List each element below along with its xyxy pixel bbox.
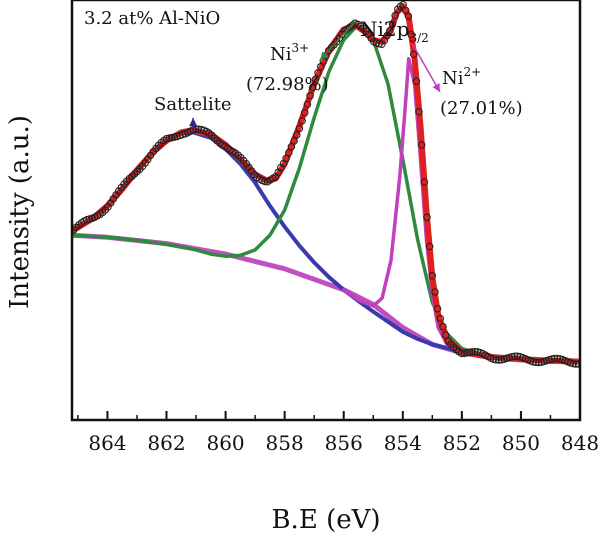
- x-tick-label: 862: [147, 431, 185, 455]
- data-point: [471, 347, 479, 356]
- data-point: [433, 304, 442, 313]
- data-point: [510, 352, 519, 361]
- data-point: [314, 69, 322, 77]
- x-tick-label: 854: [384, 431, 422, 455]
- data-point: [532, 358, 540, 367]
- ni2-arrow: [412, 44, 441, 93]
- data-point: [261, 177, 269, 186]
- series-line-ni3-: [72, 25, 580, 364]
- data-point: [409, 50, 418, 59]
- data-point: [391, 11, 399, 20]
- region-label-main: Ni2p: [360, 17, 409, 41]
- data-point: [306, 92, 314, 100]
- ni2-label: Ni2+: [442, 65, 481, 89]
- region-label: Ni2p3/2: [360, 17, 429, 45]
- data-point: [550, 354, 559, 363]
- data-point: [569, 359, 577, 368]
- x-axis: 864 862 860 858 856 854 852 850 848: [77, 411, 599, 455]
- data-point: [441, 331, 450, 339]
- data-point: [492, 356, 500, 364]
- series-line-satellite: [72, 130, 580, 364]
- x-tick-label: 856: [325, 431, 363, 455]
- data-point: [415, 107, 423, 116]
- ni3-percent: (72.98%): [246, 74, 329, 95]
- data-point: [460, 349, 468, 358]
- data-point: [425, 242, 434, 251]
- ni3-arrow: [319, 20, 357, 61]
- data-point: [300, 109, 309, 117]
- x-tick-label: 850: [502, 431, 540, 455]
- ni3-label: Ni3+: [270, 41, 309, 65]
- data-point: [574, 360, 580, 368]
- data-point: [407, 30, 415, 39]
- data-point: [534, 358, 543, 367]
- sample-label: 3.2 at% Al-NiO: [84, 8, 220, 29]
- satellite-label: Sattelite: [154, 94, 232, 115]
- data-point: [303, 100, 312, 109]
- data-point: [439, 322, 447, 331]
- x-tick-label: 860: [206, 431, 244, 455]
- y-axis-title: Intensity (a.u.): [5, 115, 35, 309]
- data-point: [168, 133, 176, 142]
- x-tick-label: 858: [266, 431, 304, 455]
- data-point: [431, 288, 439, 296]
- data-point: [308, 83, 317, 91]
- data-point: [428, 271, 437, 280]
- data-point: [293, 131, 301, 139]
- ni2-percent: (27.01%): [440, 98, 523, 119]
- region-label-sub: 3/2: [409, 31, 428, 45]
- plot-frame: [70, 0, 582, 422]
- data-point: [420, 178, 429, 186]
- annotation-layer: Sattelite Ni3+ (72.98%) Ni2+ (27.01%): [154, 20, 523, 131]
- satellite-arrow: [189, 118, 198, 131]
- data-point: [311, 75, 320, 84]
- data-point: [298, 117, 306, 125]
- data-point: [417, 141, 426, 149]
- data-point: [468, 348, 476, 356]
- x-axis-title: B.E (eV): [271, 505, 380, 535]
- data-point: [295, 124, 304, 133]
- data-point: [436, 314, 445, 323]
- data-point: [290, 137, 298, 145]
- data-point: [375, 40, 383, 48]
- data-point: [465, 348, 474, 357]
- data-point: [386, 27, 394, 35]
- x-tick-label: 864: [88, 431, 126, 455]
- series-line-background: [72, 232, 580, 365]
- data-point: [457, 349, 466, 358]
- data-point: [529, 358, 538, 366]
- experimental-points-layer: [72, 1, 580, 368]
- data-point: [548, 355, 556, 363]
- data-point: [423, 213, 431, 222]
- data-point: [553, 354, 562, 363]
- x-tick-label: 848: [561, 431, 599, 455]
- data-point: [194, 125, 203, 134]
- data-point: [404, 12, 413, 20]
- data-point: [388, 20, 397, 28]
- data-point: [412, 77, 421, 86]
- data-point: [495, 356, 503, 364]
- x-tick-label: 852: [443, 431, 481, 455]
